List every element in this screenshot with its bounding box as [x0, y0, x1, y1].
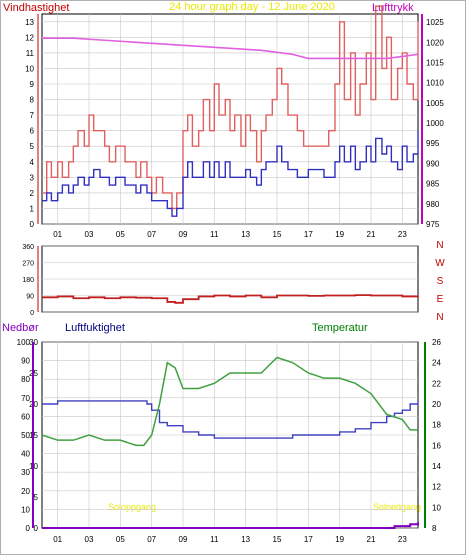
temperature-series: [41, 356, 418, 447]
wind-tick-label: 9: [30, 80, 35, 89]
wind-tick-label: 2: [30, 189, 35, 198]
pressure-tick-label: 990: [426, 159, 440, 168]
humidity-x-tick-label: 21: [367, 535, 376, 544]
pressure-tick-label: 1025: [426, 18, 444, 27]
wind-axis-title: Vindhastighet: [3, 2, 69, 14]
temperature-tick-label: 20: [432, 400, 441, 409]
humidity-x-tick-label: 03: [85, 535, 94, 544]
wind-tick-label: 13: [25, 18, 34, 27]
precip-tick-label: 20: [21, 487, 30, 496]
wind-x-tick-label: 13: [241, 230, 250, 239]
wind-tick-label: 0: [30, 220, 35, 229]
humidity-tick-label: 0: [34, 524, 39, 533]
wind-tick-label: 11: [26, 49, 35, 58]
compass-label: N: [436, 312, 443, 323]
precip-tick-label: 50: [21, 431, 30, 440]
wind-x-tick-label: 09: [179, 230, 188, 239]
pressure-series: [42, 37, 419, 60]
wind-x-tick-label: 17: [304, 230, 313, 239]
compass-label: E: [437, 294, 444, 305]
sunrise-label: Soloppgang: [108, 502, 156, 512]
humidity-x-tick-label: 01: [53, 535, 62, 544]
wind-tick-label: 4: [30, 158, 35, 167]
pressure-tick-label: 1020: [426, 38, 444, 47]
pressure-tick-label: 1005: [426, 99, 444, 108]
chart-title: 24 hour graph day - 12 June 2020: [169, 1, 335, 13]
temperature-tick-label: 10: [432, 503, 441, 512]
precip-tick-label: 0: [26, 524, 31, 533]
direction-tick-label: 270: [22, 261, 34, 268]
wind-x-tick-label: 21: [367, 230, 376, 239]
pressure-tick-label: 995: [426, 139, 440, 148]
pressure-tick-label: 975: [426, 220, 440, 229]
direction-tick-label: 90: [26, 294, 34, 301]
pressure-tick-label: 1010: [426, 79, 444, 88]
pressure-tick-label: 985: [426, 180, 440, 189]
temperature-tick-label: 12: [432, 483, 441, 492]
compass-label: N: [436, 240, 443, 251]
wind-x-tick-label: 11: [210, 230, 219, 239]
precip-tick-label: 40: [21, 450, 30, 459]
humidity-x-tick-label: 07: [147, 535, 156, 544]
wind-x-tick-label: 03: [85, 230, 94, 239]
temperature-tick-label: 14: [432, 462, 441, 471]
temperature-tick-label: 22: [432, 379, 441, 388]
compass-label: S: [437, 276, 444, 287]
pressure-tick-label: 980: [426, 200, 440, 209]
wind-tick-label: 12: [25, 33, 34, 42]
humidity-x-tick-label: 15: [273, 535, 282, 544]
precip-tick-label: 10: [21, 505, 30, 514]
pressure-tick-label: 1000: [426, 119, 444, 128]
temperature-tick-label: 8: [432, 524, 437, 533]
wind-max-series: [42, 5, 419, 210]
wind-x-tick-label: 23: [398, 230, 407, 239]
precip-tick-label: 80: [21, 375, 30, 384]
temperature-tick-label: 24: [432, 359, 441, 368]
humidity-x-tick-label: 17: [304, 535, 313, 544]
wind-tick-label: 7: [30, 111, 35, 120]
humidity-x-tick-label: 23: [398, 535, 407, 544]
wind-x-tick-label: 05: [116, 230, 125, 239]
pressure-tick-label: 1015: [426, 58, 444, 67]
wind-x-tick-label: 19: [335, 230, 344, 239]
humidity-x-tick-label: 11: [210, 535, 219, 544]
compass-label: W: [435, 258, 445, 269]
precip-tick-label: 60: [21, 412, 30, 421]
wind-tick-label: 5: [30, 142, 35, 151]
temperature-axis-title: Temperatur: [312, 322, 368, 334]
wind-tick-label: 8: [30, 96, 35, 105]
precip-tick-label: 30: [21, 468, 30, 477]
direction-tick-label: 0: [30, 310, 34, 317]
temperature-tick-label: 18: [432, 421, 441, 430]
humidity-axis-title: Luftfuktighet: [65, 322, 125, 334]
wind-x-tick-label: 15: [273, 230, 282, 239]
humidity-tick-label: 5: [34, 493, 39, 502]
sunset-label: Solnedgang: [373, 502, 421, 512]
wind-x-tick-label: 07: [147, 230, 156, 239]
wind-tick-label: 3: [30, 173, 35, 182]
wind-x-tick-label: 01: [53, 230, 62, 239]
temperature-tick-label: 26: [432, 338, 441, 347]
precip-tick-label: 100: [17, 338, 31, 347]
humidity-series: [42, 400, 419, 439]
wind-tick-label: 6: [30, 127, 35, 136]
direction-tick-label: 180: [22, 277, 34, 284]
precip-series: [42, 522, 419, 529]
wind-tick-label: 1: [30, 204, 35, 213]
direction-tick-label: 360: [22, 244, 34, 251]
wind-tick-label: 10: [25, 64, 34, 73]
humidity-x-tick-label: 09: [179, 535, 188, 544]
direction-series: [42, 294, 419, 304]
pressure-axis-title: Lufttrykk: [372, 2, 414, 14]
precip-tick-label: 90: [21, 357, 30, 366]
humidity-x-tick-label: 05: [116, 535, 125, 544]
temperature-tick-label: 16: [432, 441, 441, 450]
humidity-x-tick-label: 19: [335, 535, 344, 544]
precip-axis-title: Nedbør: [2, 322, 39, 334]
wind-avg-series: [42, 130, 419, 217]
precip-tick-label: 70: [21, 394, 30, 403]
humidity-x-tick-label: 13: [241, 535, 250, 544]
